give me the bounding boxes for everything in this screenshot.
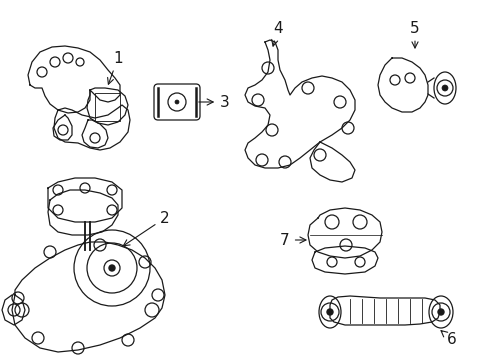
Text: 6: 6 [440, 330, 456, 347]
Circle shape [109, 265, 115, 271]
Text: 2: 2 [123, 211, 169, 246]
Text: 3: 3 [198, 95, 229, 109]
Text: 4: 4 [271, 21, 282, 46]
Text: 5: 5 [409, 21, 419, 48]
Text: 1: 1 [107, 50, 122, 84]
Circle shape [437, 309, 443, 315]
Circle shape [441, 85, 447, 91]
Circle shape [326, 309, 332, 315]
Text: 7: 7 [280, 233, 305, 248]
Circle shape [175, 100, 179, 104]
Bar [95, 93, 120, 121]
